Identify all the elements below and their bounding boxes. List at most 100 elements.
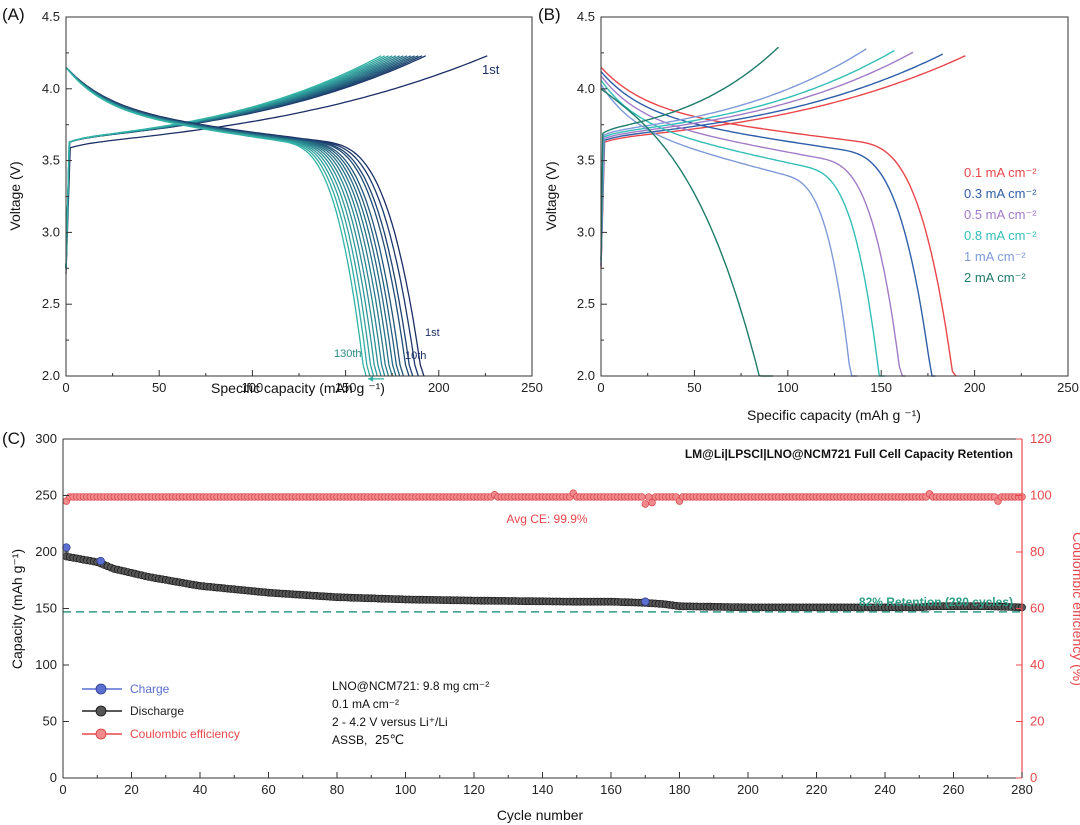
panel-b-ytick-label: 2.0 (577, 368, 595, 383)
panel-a-xtick-label: 0 (62, 380, 69, 395)
panel-a-xtick-label: 250 (521, 380, 543, 395)
panel-a-ytick-label: 2.0 (42, 368, 60, 383)
panel-a-label-1st-discharge: 1st (425, 327, 440, 339)
panel-a: (A) 0 50 100 150 200 250 2.0 2.5 3.0 3.5 4.0 4.5 Sp… (2, 5, 543, 396)
panel-c-ytick-label: 0 (50, 770, 57, 785)
panel-c-xtick-label: 100 (395, 782, 417, 797)
panel-c-y2tick-label: 60 (1030, 601, 1044, 616)
panel-c-xtick-label: 0 (59, 782, 66, 797)
panel-a-xlabel: Specific capacity (mAh g ⁻¹) (211, 380, 385, 396)
panel-a-xtick-label: 50 (152, 380, 166, 395)
panel-c-y2tick-label: 40 (1030, 657, 1044, 672)
panel-b-legend: 0.1 mA cm⁻² 0.3 mA cm⁻² 0.5 mA cm⁻² 0.8 … (964, 165, 1037, 285)
panel-c-xtick-label: 20 (124, 782, 138, 797)
panel-a-ytick-label: 2.5 (42, 296, 60, 311)
panel-c-voltage-window: 2 - 4.2 V versus Li⁺/Li (332, 715, 448, 729)
panel-b-xtick-label: 100 (777, 380, 799, 395)
panel-b-legend-2: 0.5 mA cm⁻² (964, 207, 1037, 222)
charge-curve-14 (65, 55, 382, 269)
panel-a-axes: 0 50 100 150 200 250 2.0 2.5 3.0 3.5 4.0 4.5 (42, 9, 543, 395)
panel-a-xtick-label: 200 (428, 380, 450, 395)
panel-a-xtick-label: 100 (242, 380, 264, 395)
panel-c-xtick-label: 220 (806, 782, 828, 797)
panel-c-y2tick-label: 0 (1030, 770, 1037, 785)
panel-b-ytick-label: 2.5 (577, 296, 595, 311)
panel-c-data (62, 489, 1026, 613)
panel-b-discharge-2 (600, 75, 906, 377)
panel-c-ytick-label: 250 (35, 488, 57, 503)
legend-ce-marker (95, 728, 107, 740)
panel-b-ytick-label: 3.0 (577, 224, 595, 239)
panel-c-ylabel: Capacity (mAh g⁻¹) (9, 549, 25, 669)
panel-c-ytick-label: 200 (35, 544, 57, 559)
panel-b-charge-1 (600, 53, 944, 267)
panel-c-y2tick-label: 20 (1030, 714, 1044, 729)
panel-c-title: LM@Li|LPSCl|LNO@NCM721 Full Cell Capacit… (685, 447, 1013, 461)
panel-c-y2tick-label: 120 (1030, 431, 1052, 446)
panel-c-xtick-label: 260 (943, 782, 965, 797)
panel-b-label: (B) (538, 5, 561, 24)
charge-curve-1 (65, 55, 488, 275)
panel-b-legend-4: 1 mA cm⁻² (964, 249, 1026, 264)
panel-c-legend: Charge Discharge Coulombic efficiency (82, 682, 240, 741)
panel-c-temperature: 25℃ (375, 732, 404, 747)
panel-c-xtick-label: 40 (193, 782, 207, 797)
legend-charge-label: Charge (130, 682, 170, 696)
panel-b-xtick-label: 50 (687, 380, 701, 395)
panel-c-xtick-label: 120 (463, 782, 485, 797)
panel-b-ylabel: Voltage (V) (543, 161, 559, 230)
panel-c-xtick-label: 180 (669, 782, 691, 797)
panel-a-ytick-label: 4.0 (42, 81, 60, 96)
panel-c-ytick-label: 50 (43, 714, 57, 729)
discharge-curve-12 (65, 66, 378, 377)
panel-a-label-130th: 130th (334, 348, 362, 360)
panel-a-xtick-label: 150 (335, 380, 357, 395)
charge-curve-3 (65, 55, 423, 269)
panel-c-y2tick-label: 100 (1030, 488, 1052, 503)
panel-b-discharge-3 (600, 79, 885, 377)
panel-c-xtick-label: 200 (737, 782, 759, 797)
panel-a-plot-frame (65, 16, 533, 377)
panel-b-curves (600, 46, 966, 377)
legend-charge-marker (95, 683, 107, 695)
panel-c-y2tick-label: 80 (1030, 544, 1044, 559)
panel-b-legend-5: 2 mA cm⁻² (964, 270, 1026, 285)
legend-discharge-label: Discharge (130, 704, 184, 718)
panel-b-ytick-label: 3.5 (577, 153, 595, 168)
panel-c-avg-ce: Avg CE: 99.9% (506, 512, 587, 526)
panel-a-ytick-label: 3.5 (42, 153, 60, 168)
panel-b-discharge-1 (600, 71, 936, 377)
panel-a-arrow-head (368, 375, 374, 382)
panel-c-xtick-label: 160 (600, 782, 622, 797)
panel-c-y2label: Coulombic efficiency (%) (1070, 532, 1080, 686)
charge-point (641, 597, 650, 606)
discharge-curve-14 (65, 66, 371, 377)
panel-a-ytick-label: 3.0 (42, 224, 60, 239)
panel-c-current: 0.1 mA cm⁻² (332, 697, 399, 711)
panel-b-ytick-label: 4.0 (577, 81, 595, 96)
panel-b-xtick-label: 0 (597, 380, 604, 395)
ce-point (641, 500, 649, 508)
panel-b-legend-1: 0.3 mA cm⁻² (964, 186, 1037, 201)
panel-b-legend-0: 0.1 mA cm⁻² (964, 165, 1037, 180)
discharge-curve-15 (65, 66, 367, 377)
panel-b-legend-3: 0.8 mA cm⁻² (964, 228, 1037, 243)
panel-a-label-1st-charge: 1st (482, 62, 500, 77)
panel-c-xlabel: Cycle number (497, 807, 584, 823)
panel-b-xlabel: Specific capacity (mAh g ⁻¹) (747, 407, 921, 423)
panel-c-axes: 0 20 40 60 80 100 120 140 160 180 200 220 240 260 2800… (35, 431, 1051, 797)
panel-b-xtick-label: 200 (964, 380, 986, 395)
panel-a-ytick-label: 4.5 (42, 9, 60, 24)
legend-discharge-marker (95, 705, 107, 717)
panel-c-xtick-label: 80 (330, 782, 344, 797)
panel-c-xtick-label: 60 (261, 782, 275, 797)
panel-a-ylabel: Voltage (V) (7, 161, 23, 230)
panel-b-charge-0 (600, 55, 966, 269)
panel-b-discharge-5 (600, 88, 773, 377)
panel-b-ytick-label: 4.5 (577, 9, 595, 24)
panel-b-charge-3 (600, 49, 895, 264)
panel-b-xtick-label: 250 (1057, 380, 1079, 395)
discharge-curve-13 (65, 66, 375, 377)
panel-c-xtick-label: 140 (532, 782, 554, 797)
